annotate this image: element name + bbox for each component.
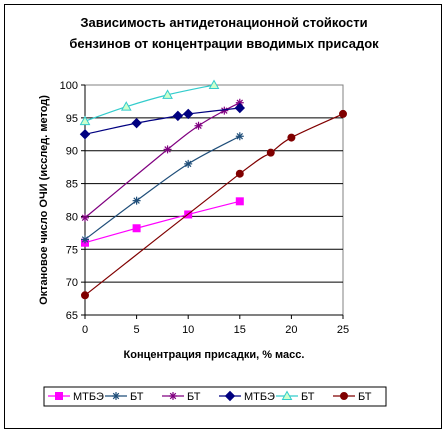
series-3-point — [79, 129, 91, 140]
legend-label-1: БТ — [130, 391, 144, 403]
series-1-point — [132, 196, 141, 205]
y-axis-label: Октановое число ОЧИ (исслед. метод) — [38, 95, 50, 305]
series-1-point — [184, 159, 193, 168]
plot-area — [84, 84, 344, 316]
x-tick-label: 0 — [82, 324, 88, 336]
x-axis-label: Концентрация присадки, % масс. — [124, 349, 305, 361]
series-2-point — [163, 145, 172, 154]
series-4-point — [208, 79, 220, 89]
y-tick-label: 80 — [66, 211, 78, 223]
y-tick-label: 85 — [66, 179, 78, 191]
x-tick-label: 25 — [337, 324, 349, 336]
series-4-point — [162, 89, 173, 99]
y-tick-label: 100 — [60, 80, 78, 92]
legend-marker-2 — [169, 392, 177, 400]
series-3-point — [131, 117, 142, 129]
x-tick-label: 5 — [134, 324, 140, 336]
legend-marker-5 — [340, 392, 348, 400]
legend-marker-1 — [112, 392, 120, 400]
series-0-point — [235, 197, 244, 206]
series-layer — [79, 79, 347, 300]
series-line-5 — [84, 113, 344, 296]
y-tick-label: 65 — [66, 310, 78, 322]
axis-layer: 65 70 75 80 85 90 95 100 0 5 10 15 20 25 — [60, 80, 349, 336]
series-5-point — [339, 109, 347, 118]
y-tick-label: 70 — [66, 277, 78, 289]
series-3-point — [172, 110, 184, 122]
series-0-point — [132, 224, 141, 233]
series-2-point — [194, 121, 203, 130]
legend-label-5: БТ — [358, 391, 372, 403]
chart-title-line-2: бензинов от концентрации вводимых присад… — [69, 36, 379, 51]
series-4-point — [79, 115, 91, 126]
series-5-point — [81, 291, 89, 300]
chart-title-line-1: Зависимость антидетонационной стойкости — [80, 15, 367, 30]
legend: МТБЭ БТ БТ МТБЭ БТ БТ — [48, 390, 372, 403]
legend-marker-3 — [224, 390, 236, 402]
series-2-point — [81, 213, 89, 222]
series-3-point — [234, 102, 246, 114]
legend-label-2: БТ — [187, 391, 201, 403]
legend-marker-0 — [55, 392, 63, 400]
series-line-4 — [84, 84, 215, 122]
series-1-point — [81, 235, 89, 244]
y-tick-label: 95 — [66, 113, 78, 125]
x-tick-label: 10 — [182, 324, 194, 336]
series-line-0 — [84, 200, 240, 244]
legend-label-3: МТБЭ — [244, 391, 275, 403]
series-5-point — [235, 169, 244, 178]
x-tick-label: 20 — [285, 324, 297, 336]
legend-label-0: МТБЭ — [73, 391, 104, 403]
grid-layer — [85, 117, 343, 283]
legend-box — [43, 386, 387, 407]
x-tick-label: 15 — [234, 324, 246, 336]
series-5-point — [266, 148, 275, 157]
legend-marker-4 — [281, 390, 293, 400]
series-4-point — [120, 101, 132, 111]
series-3-point — [182, 108, 194, 120]
legend-label-4: БТ — [301, 391, 315, 403]
y-tick-label: 75 — [66, 244, 78, 256]
series-5-point — [287, 133, 296, 142]
series-line-1 — [84, 135, 241, 240]
series-1-point — [235, 132, 244, 141]
y-tick-label: 90 — [66, 146, 78, 158]
